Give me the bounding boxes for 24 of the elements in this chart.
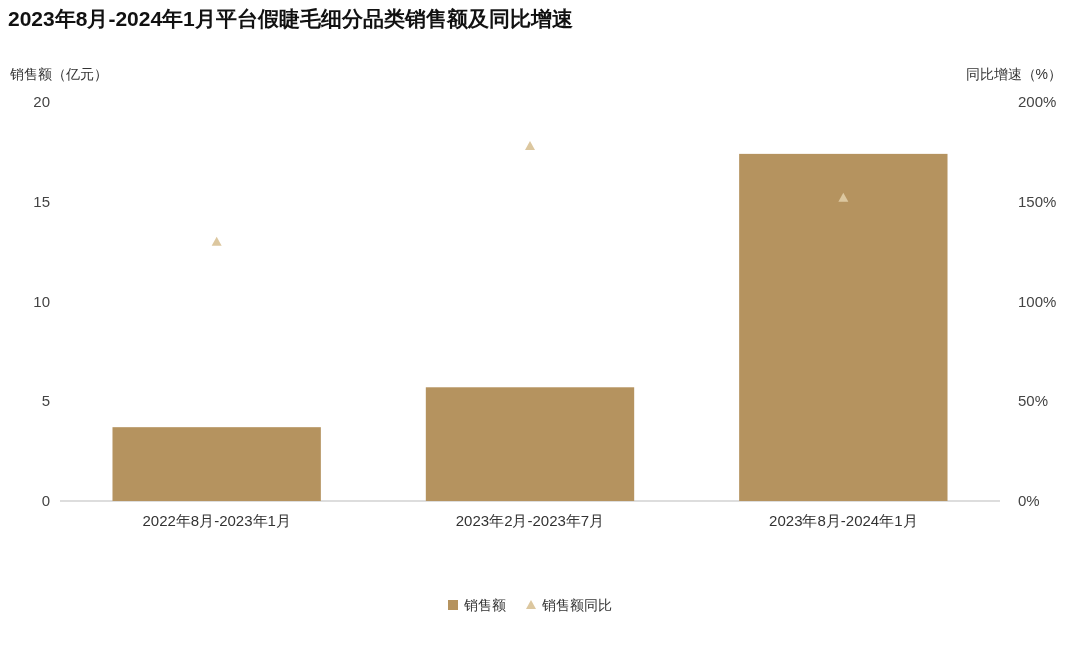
y-tick-label: 0 <box>41 492 50 509</box>
point <box>211 236 222 246</box>
x-tick-label: 2023年8月-2024年1月 <box>769 512 918 529</box>
y2-tick-label: 200% <box>1018 93 1057 110</box>
y-tick-label: 10 <box>33 292 50 310</box>
y2label: 同比增速（%） <box>965 66 1062 82</box>
y-tick-label: 15 <box>33 192 50 210</box>
point <box>838 192 849 202</box>
y2-tick-label: 100% <box>1018 292 1057 310</box>
y-tick-label: 5 <box>41 392 50 410</box>
y2-tick-label: 150% <box>1018 192 1057 210</box>
x-tick-label: 2022年8月-2023年1月 <box>142 512 291 529</box>
legend-label: 销售额同比 <box>541 597 612 613</box>
legend-label: 销售额 <box>463 597 506 613</box>
bar <box>112 427 321 501</box>
bar <box>739 153 948 501</box>
y-tick-label: 20 <box>33 93 50 110</box>
x-tick-label: 2023年2月-2023年7月 <box>455 512 605 529</box>
title: 2023年8月-2024年1月平台假睫毛细分品类销售额及同比增速 <box>8 7 573 30</box>
y2-tick-label: 50% <box>1018 392 1049 410</box>
bar <box>425 387 635 501</box>
ylabel: 销售额（亿元） <box>10 66 108 82</box>
y2-tick-label: 0% <box>1018 492 1040 509</box>
point <box>525 140 535 150</box>
